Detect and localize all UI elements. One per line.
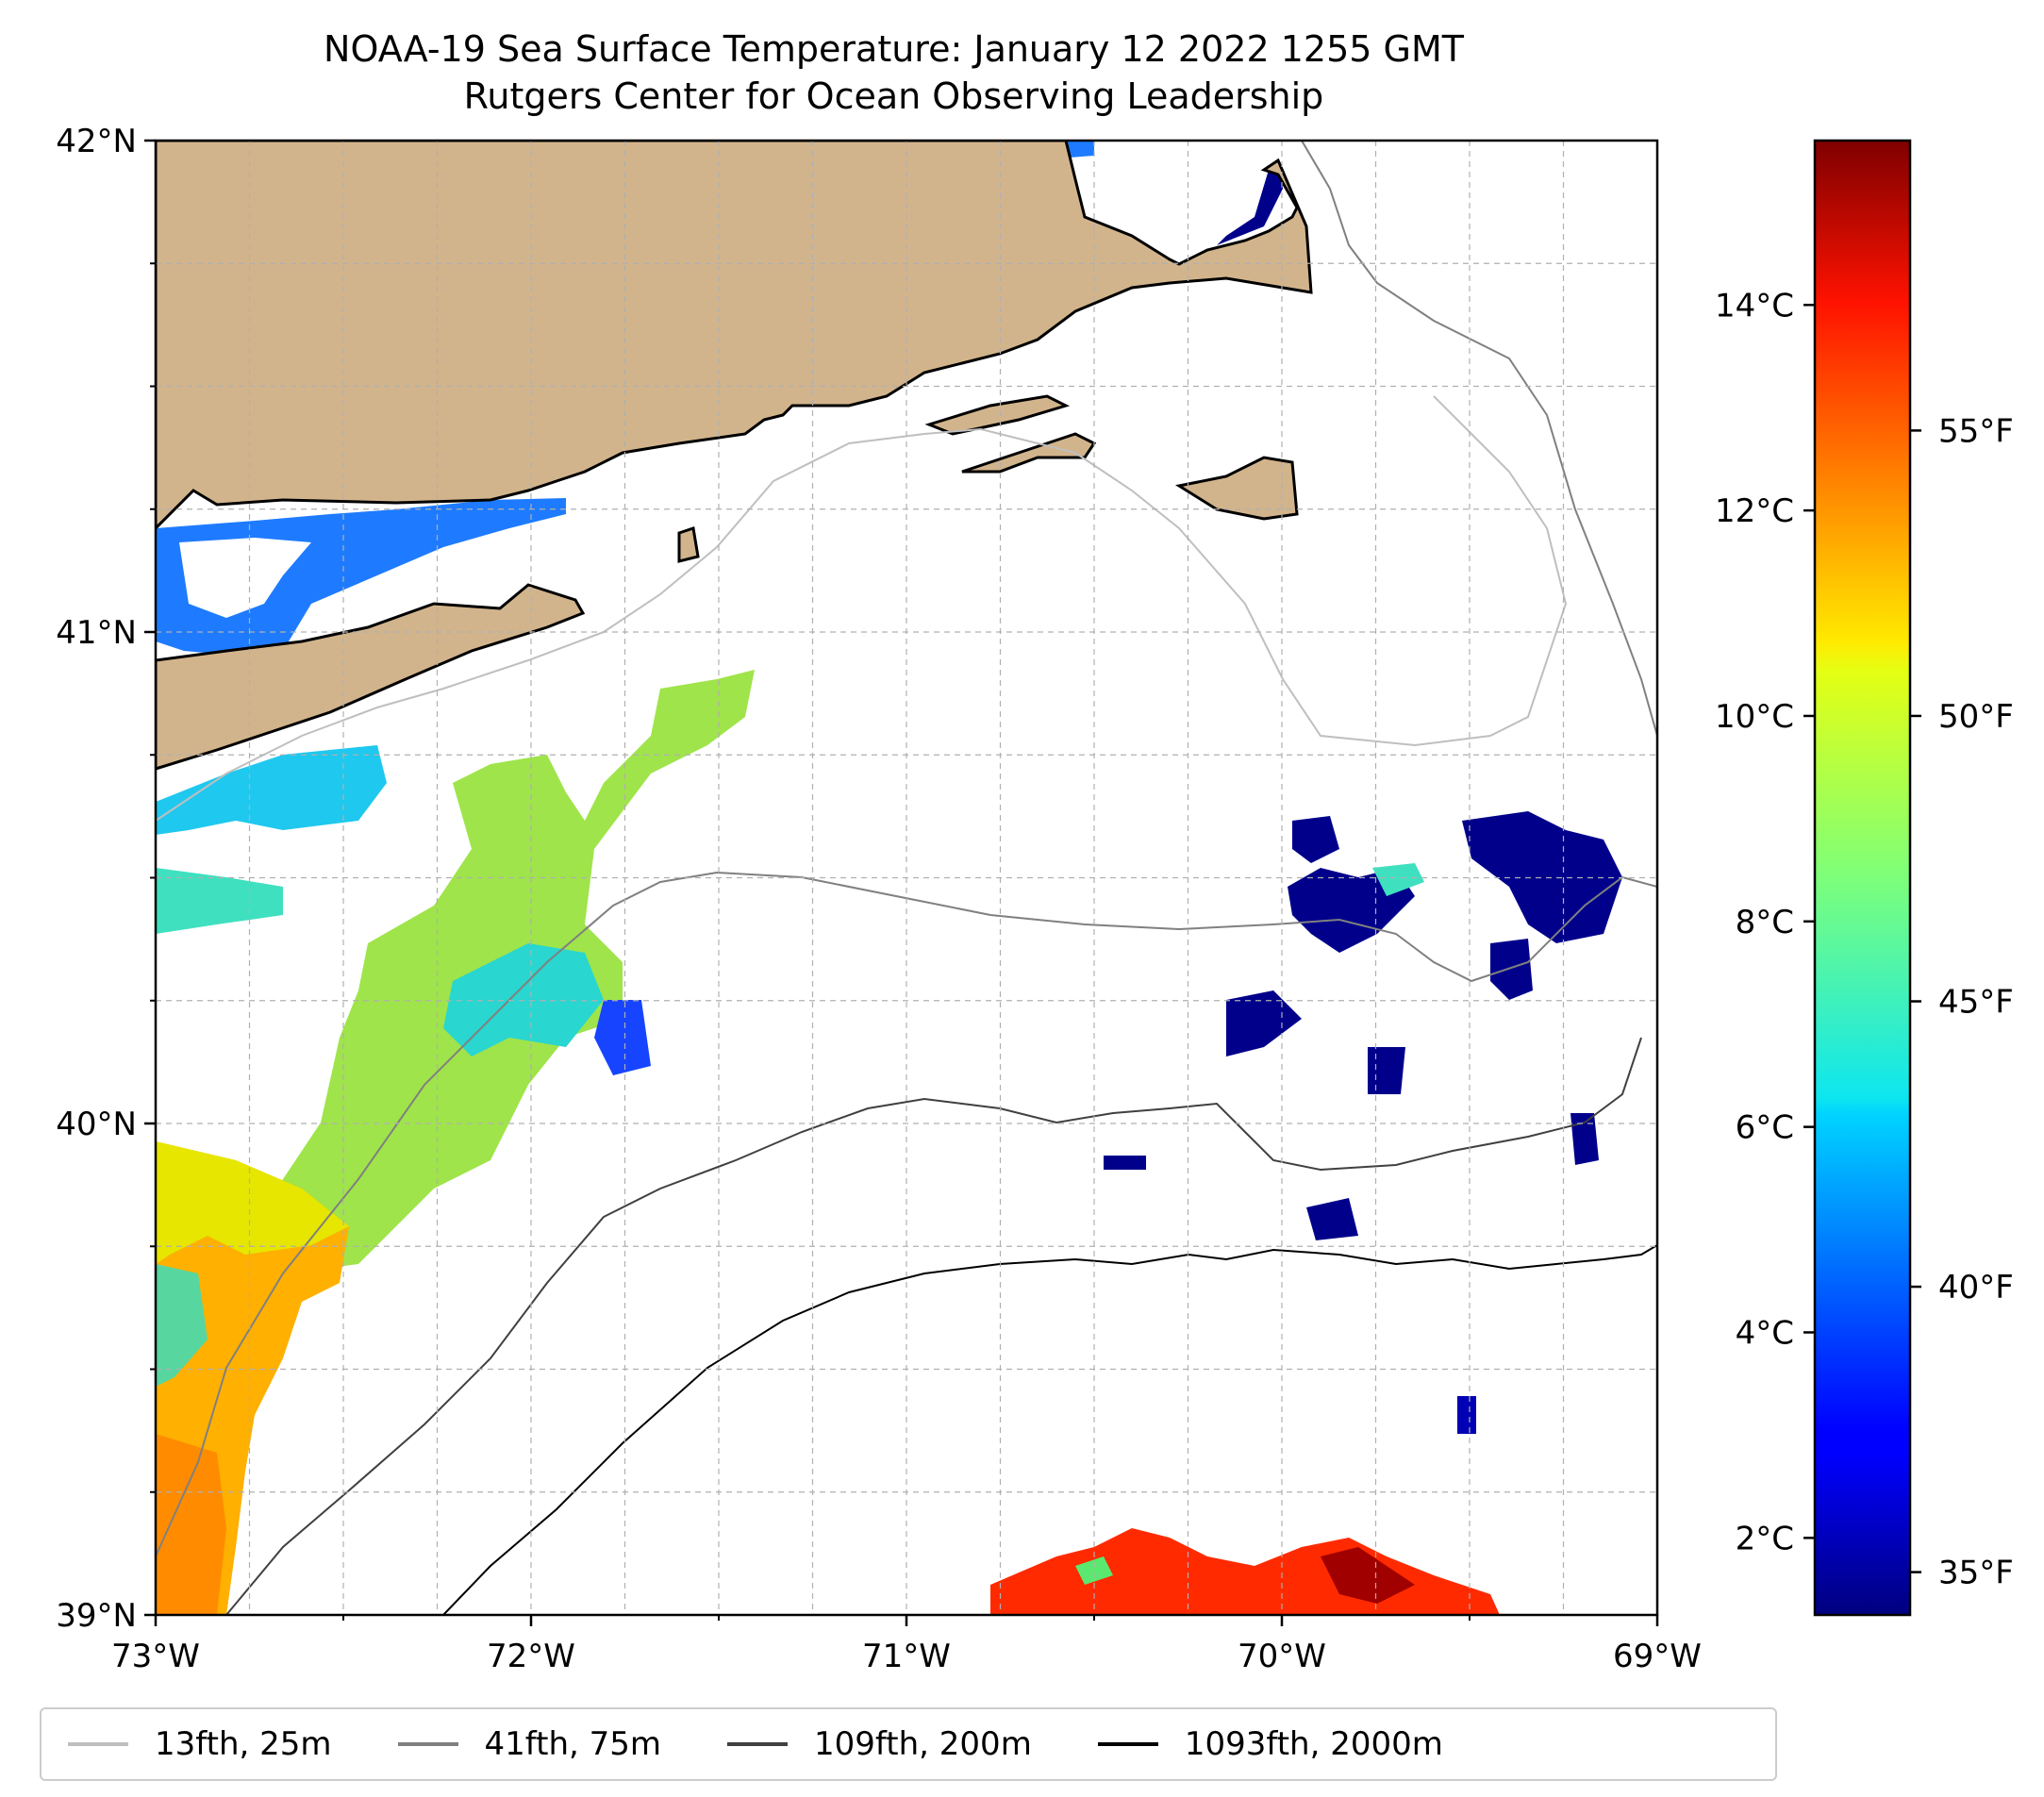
sst-patch-southwest-yellow [156, 1141, 349, 1264]
legend-label-75m: 41fth, 75m [484, 1725, 662, 1763]
x-tick-label: 69°W [1613, 1638, 1702, 1675]
colorbar-celsius-label: 4°C [1736, 1314, 1794, 1352]
legend-label-25m: 13fth, 25m [155, 1725, 332, 1763]
contour-75m [156, 871, 1657, 1557]
sst-patch-offshore-cyan [1372, 863, 1424, 896]
sst-patch-gulfstream-hot [1321, 1547, 1415, 1604]
legend-label-2000m: 1093fth, 2000m [1184, 1725, 1443, 1763]
colorbar-fahrenheit-label: 50°F [1938, 698, 2014, 736]
sst-patch-southwest-deep [156, 1434, 226, 1615]
legend-swatch-200m [727, 1742, 789, 1746]
sst-patch-offshore-cold-10 [1104, 1156, 1146, 1170]
map-figure: 73°W 72°W 71°W 70°W 69°W 39°N 40°N 41°N 42°N 2°… [56, 123, 2014, 1675]
colorbar-celsius-label: 8°C [1736, 904, 1794, 941]
sst-patch-south-li [156, 745, 387, 835]
x-tick-label: 73°W [111, 1638, 200, 1675]
sst-patch-li-sound-core [179, 538, 311, 618]
legend-item-2000m: 1093fth, 2000m [1097, 1725, 1443, 1763]
colorbar-fahrenheit-label: 35°F [1938, 1555, 2014, 1592]
land-elizabeth-islands [924, 394, 1071, 436]
legend-item-25m: 13fth, 25m [68, 1725, 332, 1763]
legend-swatch-2000m [1097, 1742, 1158, 1746]
y-tick-label: 40°N [56, 1106, 137, 1143]
colorbar-fahrenheit-label: 40°F [1938, 1269, 2014, 1306]
colorbar-celsius-label: 12°C [1715, 492, 1794, 530]
legend-swatch-25m [68, 1742, 128, 1746]
x-tick-label: 72°W [487, 1638, 575, 1675]
legend-label-200m: 109fth, 200m [814, 1725, 1032, 1763]
sst-patch-southwest-cyan [156, 1264, 208, 1387]
sst-patch-offshore-cold-7 [1306, 1198, 1358, 1240]
land-new-england [156, 141, 1313, 531]
sst-patch-li-sound [156, 498, 566, 656]
y-tick-label: 39°N [56, 1597, 137, 1635]
sst-patch-nj-shelf [156, 868, 283, 934]
contour-2000m [442, 1244, 1657, 1615]
sst-patch-shelf-blue [594, 1000, 651, 1075]
sst-observations [156, 141, 1622, 1615]
x-axis-ticks: 73°W 72°W 71°W 70°W 69°W [111, 1615, 1702, 1675]
sst-patch-offshore-cold-4 [1226, 990, 1302, 1057]
legend-item-200m: 109fth, 200m [727, 1725, 1032, 1763]
colorbar-celsius-ticks: 2°C 4°C 6°C 8°C 10°C 12°C 14°C [1715, 287, 1815, 1557]
y-tick-label: 41°N [56, 614, 137, 652]
sst-patch-offshore-cold-3 [1292, 816, 1339, 863]
colorbar [1813, 139, 1912, 1617]
contour-200m [225, 1037, 1642, 1615]
sst-patch-offshore-cold-9 [1457, 1396, 1476, 1434]
map-gridlines [156, 141, 1657, 1615]
map-area [156, 141, 1657, 1615]
sst-patch-cape-cod-bay [1217, 170, 1283, 245]
sst-patch-offshore-cold-5 [1490, 939, 1533, 1000]
y-tick-label: 42°N [56, 123, 137, 160]
sst-patch-offshore-cold-6 [1368, 1047, 1405, 1094]
bathymetry-contours [156, 141, 1657, 1615]
sst-patch-shelf-cyan [443, 943, 604, 1057]
legend-item-75m: 41fth, 75m [397, 1725, 662, 1763]
land-marthas-vineyard [961, 432, 1097, 474]
sst-patch-offshore-cold-2 [1462, 811, 1622, 943]
colorbar-fahrenheit-label: 45°F [1938, 984, 2014, 1022]
y-axis-ticks: 39°N 40°N 41°N 42°N [56, 123, 156, 1635]
colorbar-celsius-label: 6°C [1736, 1109, 1794, 1147]
colorbar-celsius-label: 14°C [1715, 287, 1794, 324]
map-subtitle: Rutgers Center for Ocean Observing Leade… [463, 75, 1324, 117]
map-title: NOAA-19 Sea Surface Temperature: January… [324, 28, 1464, 70]
contour-75m-north [1301, 141, 1657, 737]
sst-patch-gulfstream-green [1075, 1556, 1113, 1585]
land [156, 141, 1313, 771]
sst-patch-offshore-cold-8 [1570, 1113, 1599, 1165]
contour-25m [156, 395, 1568, 822]
land-block-island [677, 526, 700, 563]
legend-swatch-75m [397, 1742, 458, 1746]
land-nantucket [1175, 456, 1299, 521]
colorbar-celsius-label: 10°C [1715, 698, 1794, 736]
x-tick-label: 71°W [862, 1638, 951, 1675]
x-tick-label: 70°W [1238, 1638, 1326, 1675]
colorbar-fahrenheit-label: 55°F [1938, 412, 2014, 450]
contour-legend: 13fth, 25m 41fth, 75m 109fth, 200m 1093f… [40, 1707, 1777, 1781]
colorbar-celsius-label: 2°C [1736, 1520, 1794, 1557]
colorbar-fahrenheit-ticks: 35°F 40°F 45°F 50°F 55°F [1910, 412, 2014, 1592]
